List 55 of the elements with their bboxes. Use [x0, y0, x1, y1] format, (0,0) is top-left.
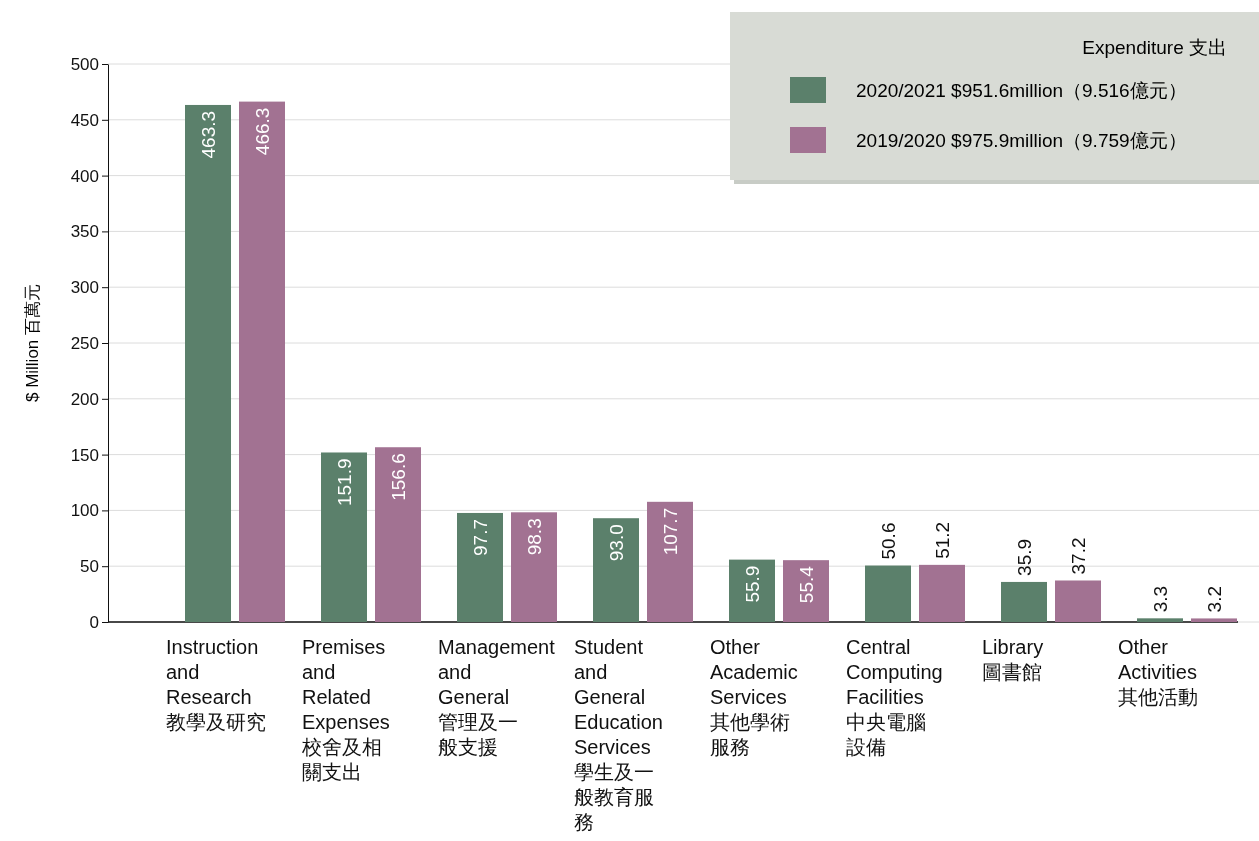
y-tick-label: 50	[80, 557, 99, 577]
legend-label: 2019/2020 $975.9million（9.759億元）	[856, 129, 1187, 151]
data-label: 3.2	[1203, 586, 1225, 613]
bar	[511, 512, 557, 622]
data-label: 55.9	[741, 565, 763, 603]
bar	[1001, 581, 1047, 622]
bar	[321, 452, 367, 622]
legend-label: 2020/2021 $951.6million（9.516億元）	[856, 79, 1187, 101]
legend-title: Expenditure 支出	[1082, 37, 1227, 58]
y-tick-label: 0	[89, 612, 99, 632]
data-label: 151.9	[333, 458, 355, 507]
x-tick-label: Instruction and Research 教學及研究	[166, 636, 266, 733]
y-tick-label: 300	[70, 278, 99, 298]
x-tick-label: Student and General Education Services 學生及一般教育服務	[574, 636, 663, 833]
x-tick-label: Management and General 管理及一般支援	[438, 636, 556, 758]
data-label: 37.2	[1067, 537, 1089, 575]
bar	[919, 564, 965, 622]
bar	[185, 104, 231, 622]
y-tick-label: 450	[70, 110, 99, 130]
data-label: 93.0	[605, 524, 627, 562]
x-tick-label: Other Activities 其他活動	[1118, 636, 1198, 708]
bar	[783, 560, 829, 622]
data-label: 156.6	[387, 453, 409, 501]
bar	[239, 101, 285, 622]
bar	[729, 559, 775, 622]
bar	[1137, 618, 1183, 622]
y-tick-label: 500	[70, 54, 99, 74]
data-label: 97.7	[469, 518, 491, 556]
x-tick-label: Other Academic Services 其他學術服務	[710, 636, 798, 758]
data-label: 466.3	[251, 107, 273, 156]
y-tick-label: 250	[70, 333, 99, 353]
data-label: 3.3	[1149, 585, 1171, 613]
data-label: 55.4	[795, 565, 817, 604]
bar	[457, 512, 503, 622]
data-label: 51.2	[931, 521, 953, 559]
bar	[1055, 580, 1101, 622]
data-label: 98.3	[523, 518, 545, 556]
y-tick-label: 150	[70, 445, 99, 465]
y-tick-label: 200	[70, 389, 99, 409]
x-tick-label: Central Computing Facilities 中央電腦設備	[846, 636, 943, 758]
y-tick-label: 100	[70, 501, 99, 521]
data-label: 35.9	[1013, 538, 1035, 576]
bar	[647, 501, 693, 622]
bar	[375, 447, 421, 622]
bar	[593, 518, 639, 622]
data-label: 463.3	[197, 110, 219, 159]
data-label: 50.6	[877, 522, 899, 560]
data-label: 107.7	[659, 507, 681, 556]
x-tick-label: Library 圖書館	[982, 636, 1044, 683]
bar	[865, 565, 911, 622]
y-tick-label: 350	[70, 222, 99, 242]
y-axis-title: $ Million 百萬元	[23, 283, 42, 403]
bar	[1191, 618, 1237, 622]
x-tick-label: Premises and Related Expenses 校舍及相關支出	[301, 636, 390, 783]
y-tick-label: 400	[70, 166, 99, 186]
